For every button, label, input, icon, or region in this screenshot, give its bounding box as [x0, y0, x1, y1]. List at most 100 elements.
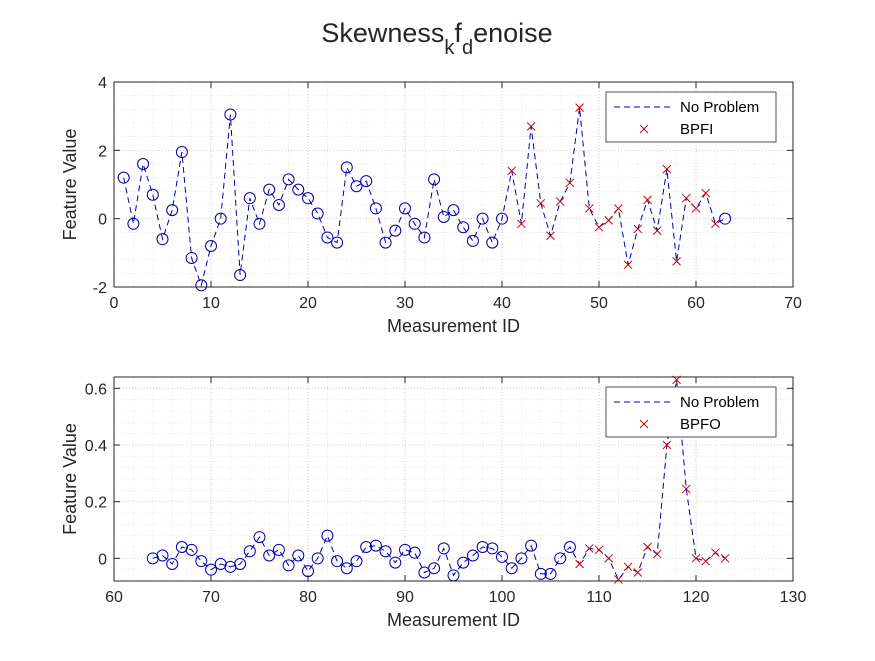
data-point: [292, 549, 305, 562]
x-tick-label: 60: [687, 295, 705, 312]
data-point: [253, 531, 266, 544]
data-point: [507, 166, 517, 176]
data-point: [282, 559, 295, 572]
data-point: [486, 236, 499, 249]
data-point: [544, 567, 557, 580]
x-tick-label: 20: [299, 295, 317, 312]
x-axis-label: Measurement ID: [387, 610, 520, 630]
legend-box: [605, 386, 777, 438]
data-point: [719, 212, 732, 225]
data-point: [185, 251, 198, 264]
data-point: [633, 224, 643, 234]
data-point: [711, 548, 720, 558]
legend-entry-label: No Problem: [680, 99, 759, 116]
data-point: [311, 207, 324, 220]
data-point: [604, 216, 614, 225]
data-point: [195, 279, 208, 292]
data-point: [643, 542, 652, 552]
x-tick-label: 100: [489, 589, 516, 606]
x-tick-label: 40: [493, 295, 511, 312]
data-point: [643, 195, 652, 205]
y-tick-label: 0.6: [85, 381, 107, 398]
data-point: [369, 539, 382, 552]
data-point: [369, 202, 382, 215]
data-point: [437, 210, 450, 223]
legend-x-swatch: [639, 419, 649, 429]
data-point: [389, 556, 402, 569]
x-tick-label: 10: [202, 295, 220, 312]
x-tick-label: 110: [586, 589, 612, 606]
data-point: [447, 204, 460, 217]
series-bpfo: [575, 375, 730, 584]
data-point: [272, 199, 285, 211]
data-point: [681, 193, 691, 203]
data-point: [331, 555, 344, 568]
x-tick-label: 90: [396, 589, 414, 606]
data-point: [534, 567, 547, 580]
legend-entry-label: BPFI: [680, 121, 713, 138]
data-point: [205, 240, 217, 252]
y-tick-label: 0.4: [85, 438, 107, 455]
data-point: [505, 562, 518, 575]
data-point: [117, 171, 130, 184]
data-point: [243, 192, 256, 205]
data-point: [428, 173, 441, 186]
y-tick-label: 0: [98, 551, 107, 568]
data-point: [292, 183, 305, 196]
data-point: [536, 198, 546, 208]
data-point: [195, 555, 208, 568]
data-point: [575, 103, 584, 112]
data-point: [555, 197, 565, 206]
data-point: [350, 555, 363, 568]
data-point: [166, 204, 179, 217]
legend: No Problem BPFI: [605, 91, 777, 143]
data-layer: [117, 103, 732, 292]
data-point: [691, 204, 701, 213]
data-point: [565, 178, 575, 188]
data-point: [662, 164, 672, 174]
data-point: [701, 188, 711, 198]
series-bpfi: [507, 103, 720, 270]
data-point: [623, 562, 633, 572]
data-point: [146, 188, 159, 201]
data-point: [234, 558, 247, 570]
x-tick-label: 70: [784, 295, 802, 312]
data-point: [428, 562, 441, 575]
data-point: [594, 545, 604, 555]
data-point: [584, 544, 594, 553]
data-point: [466, 234, 479, 247]
data-point: [614, 204, 623, 213]
data-point: [311, 552, 324, 565]
data-point: [466, 549, 479, 562]
data-point: [681, 484, 691, 494]
x-tick-label: 130: [780, 589, 807, 606]
data-point: [691, 553, 701, 563]
y-tick-label: 0.2: [85, 495, 107, 512]
data-point: [672, 257, 681, 266]
data-point: [243, 545, 256, 558]
bottom-subplot: 60 70 80 90 100 110 120 130 0 0.2 0.4 0.6 Measuremen…: [60, 375, 807, 630]
data-point: [272, 543, 285, 556]
axes-box: [113, 81, 794, 288]
data-point: [282, 173, 295, 186]
data-point: [554, 552, 567, 565]
data-point: [350, 180, 363, 193]
x-axis-label: Measurement ID: [387, 316, 520, 336]
data-point: [517, 219, 526, 229]
data-point: [340, 562, 353, 575]
legend-entry-label: BPFO: [680, 416, 721, 433]
y-axis-label: Feature Value: [60, 129, 80, 241]
axes-box: [113, 376, 794, 582]
data-point: [496, 550, 508, 563]
data-point: [633, 568, 643, 577]
data-point: [457, 221, 470, 234]
data-point: [137, 158, 150, 170]
y-tick-label: 4: [98, 75, 107, 92]
x-tick-label: 60: [105, 589, 123, 606]
data-point: [701, 556, 711, 566]
data-point: [594, 222, 604, 232]
data-point: [379, 545, 392, 558]
data-point: [575, 559, 584, 569]
